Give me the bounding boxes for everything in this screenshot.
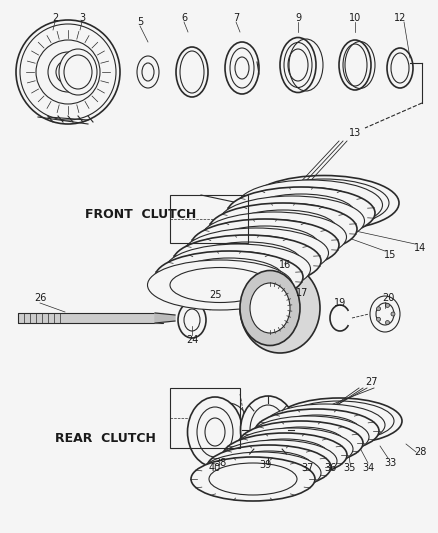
Text: 14: 14	[414, 243, 426, 253]
Text: 5: 5	[137, 17, 143, 27]
Ellipse shape	[59, 49, 97, 95]
Text: 7: 7	[233, 13, 239, 23]
Text: 36: 36	[324, 463, 336, 473]
Ellipse shape	[155, 251, 303, 303]
Text: 19: 19	[334, 298, 346, 308]
Ellipse shape	[166, 244, 311, 294]
Bar	[18, 313, 163, 323]
Text: 10: 10	[349, 13, 361, 23]
Ellipse shape	[240, 263, 320, 353]
Ellipse shape	[370, 296, 400, 332]
Text: 16: 16	[279, 260, 291, 270]
Ellipse shape	[237, 180, 382, 230]
Ellipse shape	[249, 175, 399, 230]
Ellipse shape	[184, 228, 328, 278]
Text: 40: 40	[209, 463, 221, 473]
Ellipse shape	[191, 219, 339, 271]
Ellipse shape	[176, 47, 208, 97]
Ellipse shape	[276, 398, 402, 444]
Text: 28: 28	[414, 447, 426, 457]
Text: 24: 24	[186, 335, 198, 345]
Circle shape	[385, 320, 389, 325]
Text: 27: 27	[366, 377, 378, 387]
Ellipse shape	[255, 409, 379, 453]
Bar	[170, 388, 240, 448]
Text: 3: 3	[79, 13, 85, 23]
Ellipse shape	[219, 196, 364, 246]
Text: 15: 15	[384, 250, 396, 260]
Ellipse shape	[217, 440, 337, 482]
Ellipse shape	[240, 396, 296, 464]
Text: FRONT  CLUTCH: FRONT CLUTCH	[85, 208, 196, 222]
Text: 39: 39	[259, 460, 271, 470]
Text: 25: 25	[209, 290, 221, 300]
Ellipse shape	[209, 203, 357, 255]
Polygon shape	[155, 313, 175, 323]
Ellipse shape	[201, 452, 321, 494]
Ellipse shape	[240, 271, 300, 345]
Circle shape	[385, 303, 389, 308]
Ellipse shape	[250, 283, 290, 333]
Text: 17: 17	[296, 288, 308, 298]
Circle shape	[377, 306, 381, 311]
Text: 12: 12	[394, 13, 406, 23]
Bar	[170, 195, 248, 243]
Circle shape	[48, 52, 88, 92]
Ellipse shape	[227, 187, 375, 239]
Text: 20: 20	[382, 293, 394, 303]
Ellipse shape	[225, 42, 259, 94]
Ellipse shape	[187, 397, 243, 467]
Ellipse shape	[137, 56, 159, 88]
Ellipse shape	[265, 404, 385, 446]
Ellipse shape	[249, 416, 369, 458]
Text: 34: 34	[362, 463, 374, 473]
Circle shape	[377, 317, 381, 321]
Ellipse shape	[339, 40, 371, 90]
Text: 33: 33	[384, 458, 396, 468]
Ellipse shape	[191, 457, 315, 501]
Ellipse shape	[201, 212, 346, 262]
Circle shape	[391, 312, 395, 316]
Text: 2: 2	[52, 13, 58, 23]
Ellipse shape	[233, 428, 353, 470]
Ellipse shape	[223, 433, 347, 477]
Ellipse shape	[280, 37, 316, 93]
Ellipse shape	[178, 302, 206, 338]
Text: 6: 6	[181, 13, 187, 23]
Text: 26: 26	[34, 293, 46, 303]
Text: 13: 13	[349, 128, 361, 138]
Text: 9: 9	[295, 13, 301, 23]
Ellipse shape	[148, 260, 293, 310]
Ellipse shape	[207, 445, 331, 489]
Text: 35: 35	[344, 463, 356, 473]
Ellipse shape	[239, 421, 363, 465]
Circle shape	[16, 20, 120, 124]
Text: 37: 37	[302, 463, 314, 473]
Text: REAR  CLUTCH: REAR CLUTCH	[55, 432, 156, 445]
Text: 38: 38	[214, 458, 226, 468]
Ellipse shape	[387, 48, 413, 88]
Ellipse shape	[173, 235, 321, 287]
